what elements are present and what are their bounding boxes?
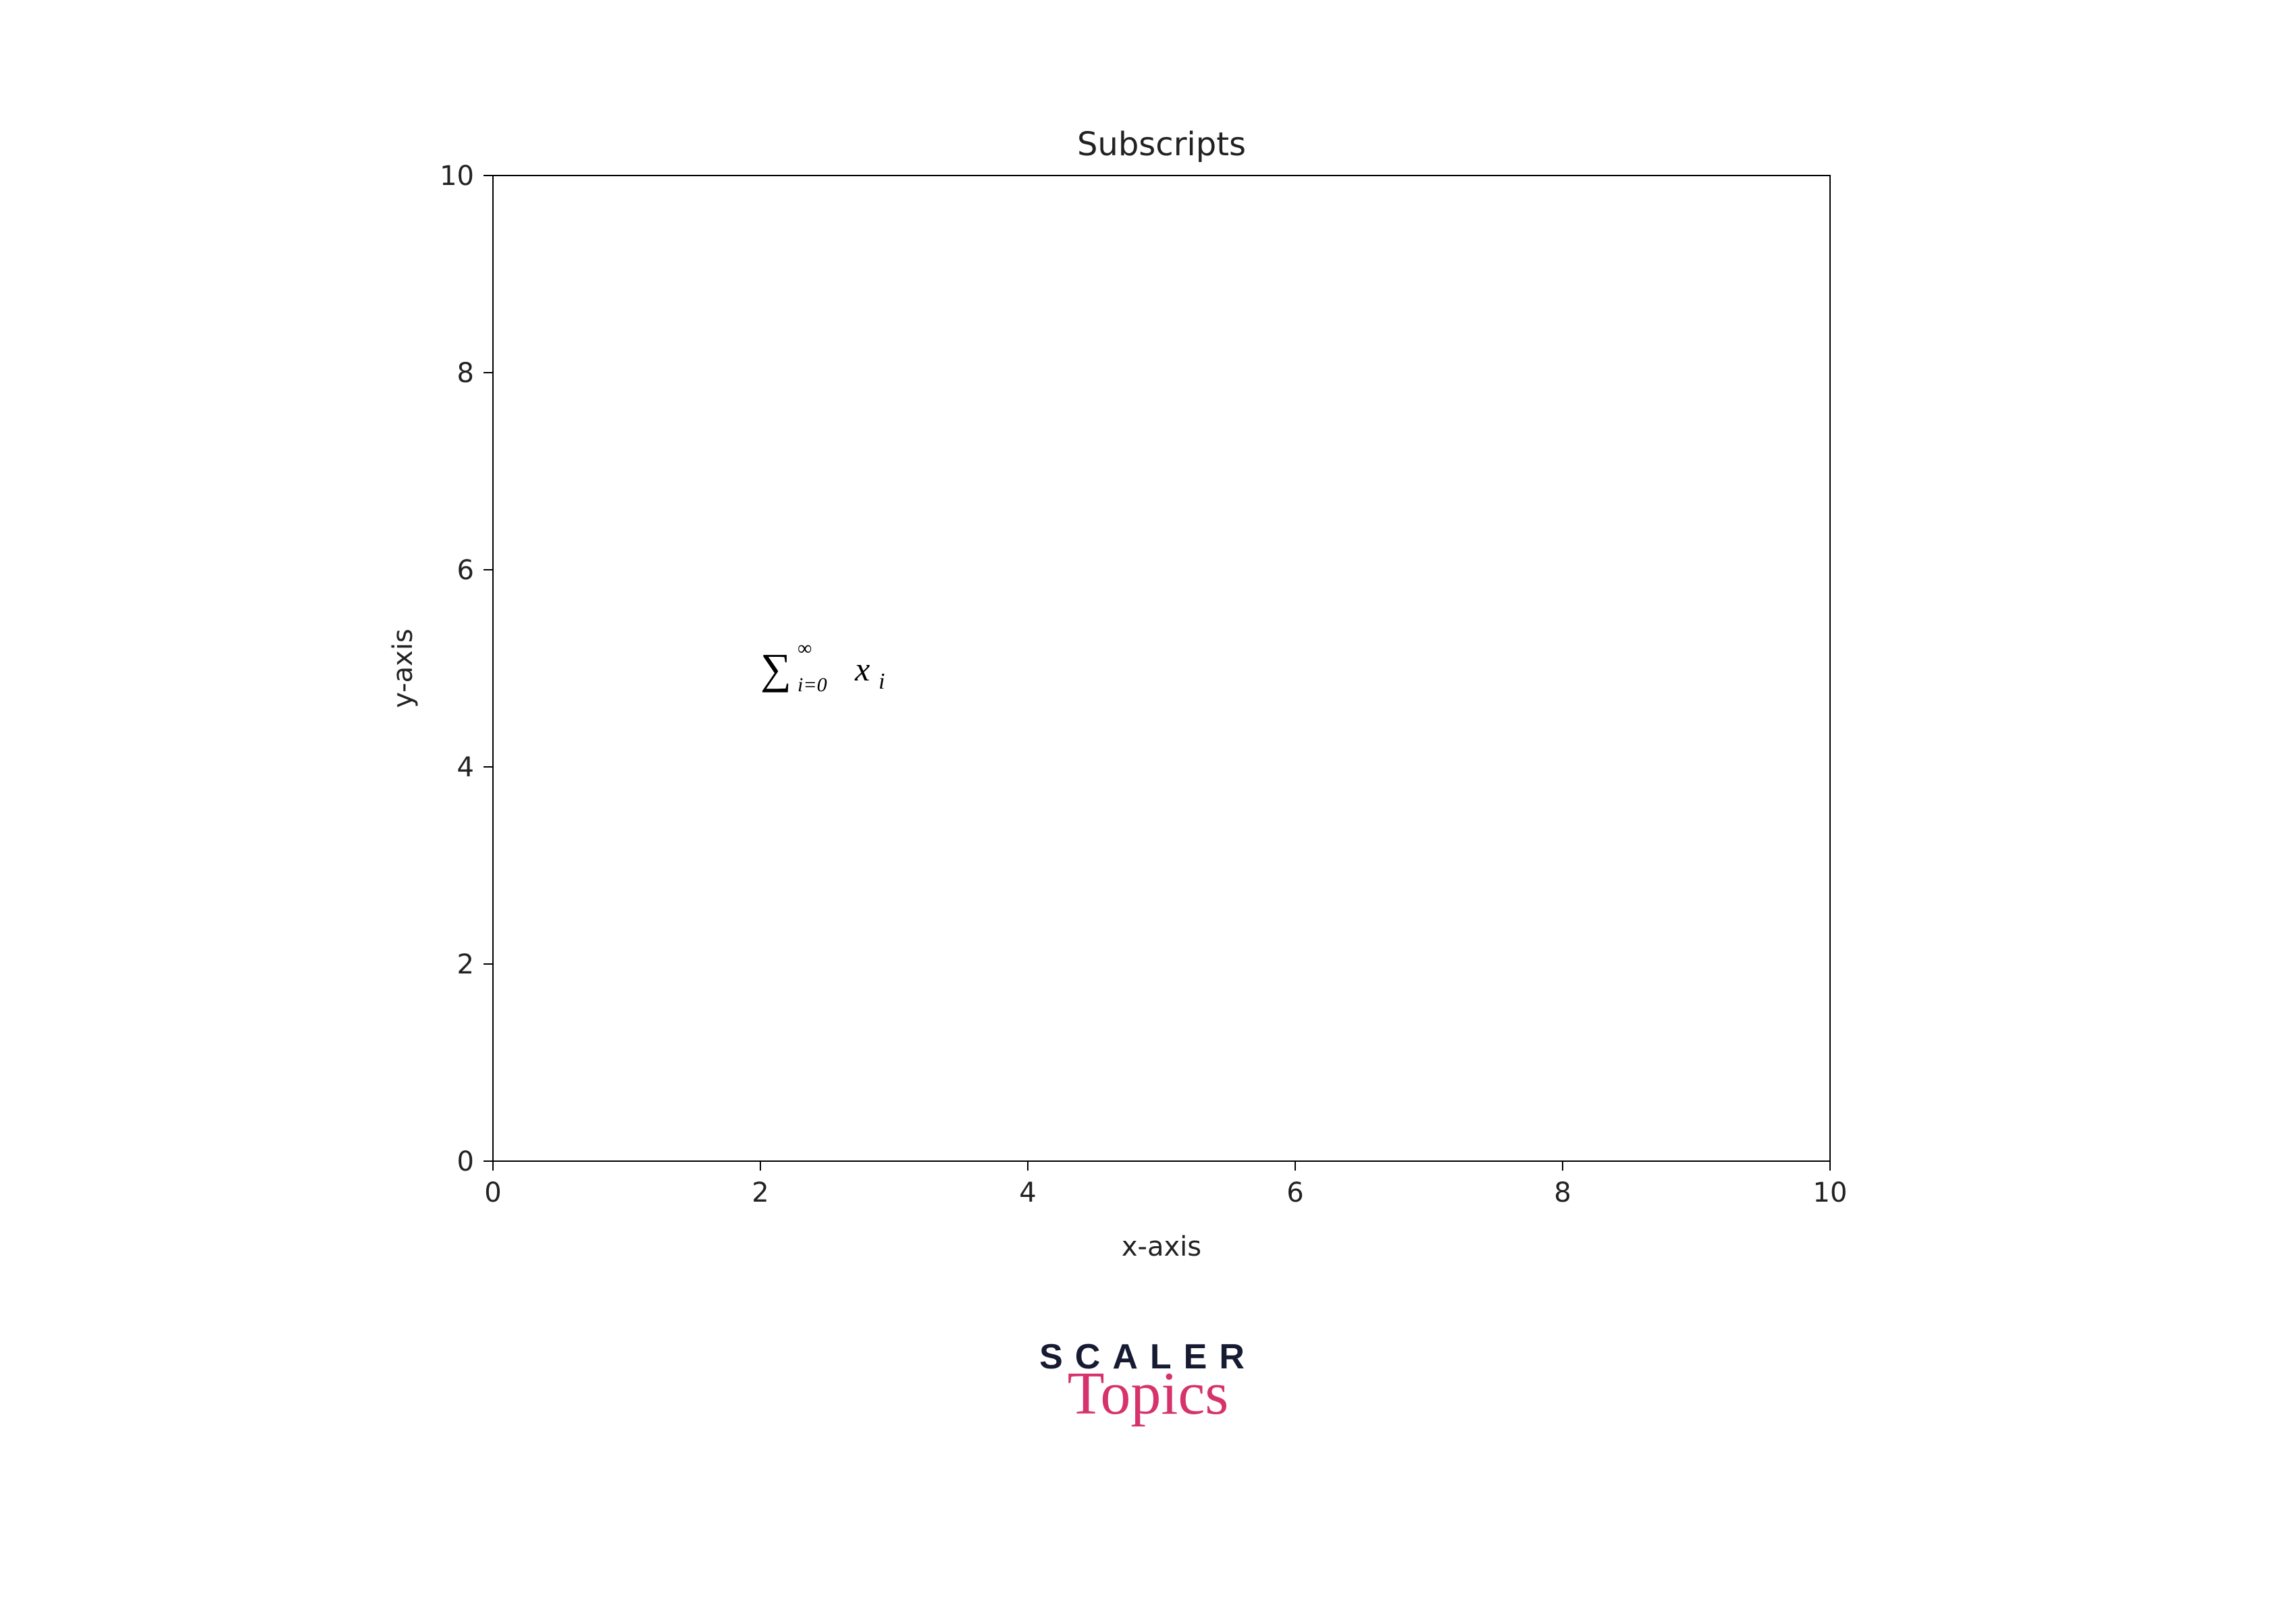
x-tick-label: 0	[484, 1177, 501, 1208]
x-tick-label: 2	[752, 1177, 768, 1208]
x-tick-label: 10	[1813, 1177, 1848, 1208]
chart-title: Subscripts	[1077, 126, 1246, 163]
formula-annotation: ∑ ∞ i=0 xi	[760, 637, 885, 696]
formula-term: x	[854, 650, 870, 688]
sigma-lower: i=0	[798, 674, 827, 696]
sigma-symbol: ∑	[760, 645, 791, 693]
y-tick-label: 0	[457, 1146, 474, 1177]
x-axis-ticks: 0 2 4 6 8 10	[484, 1161, 1847, 1208]
page-root: Subscripts 0 2 4 6 8 10 0 2 4 6 8 10 x-axis y-axis…	[0, 0, 2296, 1604]
chart-container: Subscripts 0246810 0246810 x-axis y-axis…	[392, 122, 1904, 1283]
sigma-upper: ∞	[798, 637, 812, 660]
formula-term-subscript: i	[879, 669, 885, 694]
x-axis-label: x-axis	[1122, 1231, 1201, 1262]
brand-logo: SCALER Topics	[1039, 1337, 1257, 1424]
brand-line-2: Topics	[1039, 1364, 1257, 1424]
chart-svg: Subscripts 0246810 0246810 x-axis y-axis…	[392, 122, 1904, 1283]
y-tick-label: 4	[457, 752, 474, 783]
y-tick-label: 2	[457, 949, 474, 980]
y-axis-ticks: 0 2 4 6 8 10	[440, 161, 493, 1177]
x-tick-label: 8	[1554, 1177, 1571, 1208]
plot-border	[493, 176, 1830, 1161]
y-tick-label: 10	[440, 161, 474, 192]
x-tick-label: 6	[1286, 1177, 1303, 1208]
y-tick-label: 6	[457, 555, 474, 586]
y-tick-label: 8	[457, 358, 474, 389]
x-tick-label: 4	[1019, 1177, 1036, 1208]
y-axis-label: y-axis	[388, 629, 419, 708]
